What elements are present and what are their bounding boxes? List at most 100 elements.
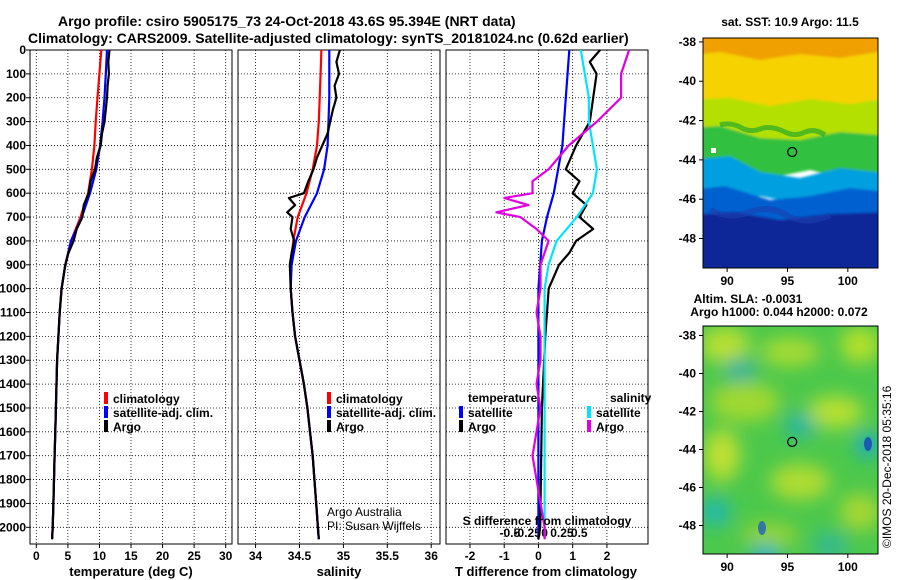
legend-swatch-argo bbox=[104, 420, 108, 432]
legend-title-temperature: temperature bbox=[468, 391, 538, 405]
legend-swatch-satellite bbox=[327, 406, 331, 418]
x-tick-label: 2 bbox=[604, 549, 611, 563]
map-y-tick-label: -40 bbox=[679, 74, 697, 88]
salinity-axis-label: salinity bbox=[317, 564, 363, 579]
depth-tick-label: 100 bbox=[6, 67, 26, 81]
map-x-tick-label: 95 bbox=[781, 560, 795, 574]
legend-label-t-argo: Argo bbox=[468, 420, 496, 434]
map-y-tick-label: -46 bbox=[679, 481, 697, 495]
map-x-tick-label: 100 bbox=[838, 560, 858, 574]
series-satellite-adj-clim- bbox=[289, 50, 331, 540]
temperature-axis-label: temperature (deg C) bbox=[69, 564, 193, 579]
map-x-tick-label: 95 bbox=[781, 274, 795, 288]
depth-tick-label: 1300 bbox=[0, 353, 26, 367]
x-tick-label: -2 bbox=[465, 549, 476, 563]
map-axes: 90 95 100 -38 -40 -42 -44 -46 -48 90 95 100 -38 -40 -4… bbox=[679, 35, 859, 574]
sst-map-frame bbox=[702, 37, 879, 269]
depth-tick-label: 700 bbox=[6, 210, 26, 224]
x-tick-label: 20 bbox=[156, 549, 170, 563]
sst-map-title: sat. SST: 10.9 Argo: 11.5 bbox=[721, 15, 859, 29]
sla-heatmap bbox=[703, 326, 878, 554]
difference-plot-frame bbox=[445, 49, 649, 545]
legend-swatch-satellite bbox=[104, 406, 108, 418]
series-argo bbox=[51, 49, 111, 540]
legend-swatch-s-argo bbox=[587, 420, 591, 432]
depth-axis: 0 100 200 300 400 500 600 700 800 900 1000 1100 1200… bbox=[0, 43, 30, 534]
depth-tick-label: 1800 bbox=[0, 473, 26, 487]
depth-tick-label: 900 bbox=[6, 258, 26, 272]
grid-layer bbox=[30, 49, 648, 544]
s-diff-tick-label: 0.25 bbox=[550, 526, 574, 540]
map-y-tick-label: -44 bbox=[679, 443, 697, 457]
map-y-tick-label: -38 bbox=[679, 35, 697, 49]
x-tick-label: 0 bbox=[33, 549, 40, 563]
legend-title-salinity: salinity bbox=[610, 391, 652, 405]
map-y-tick-label: -44 bbox=[679, 153, 697, 167]
imos-timestamp: ©IMOS 20-Dec-2018 05:35:16 bbox=[880, 385, 894, 548]
depth-tick-label: 500 bbox=[6, 162, 26, 176]
x-tick-label: -1 bbox=[499, 549, 510, 563]
depth-tick-label: 1200 bbox=[0, 329, 26, 343]
depth-tick-label: 1400 bbox=[0, 377, 26, 391]
depth-tick-label: 1900 bbox=[0, 496, 26, 510]
legend-label-s-satellite: satellite bbox=[596, 406, 641, 420]
temperature-legend: climatology satellite-adj. clim. Argo bbox=[104, 392, 213, 434]
x-tick-label: 34.5 bbox=[288, 549, 312, 563]
figure-title-line2: Climatology: CARS2009. Satellite-adjuste… bbox=[28, 30, 629, 46]
depth-tick-label: 1000 bbox=[0, 282, 26, 296]
x-tick-label: 25 bbox=[187, 549, 201, 563]
map-x-tick-label: 90 bbox=[720, 274, 734, 288]
depth-tick-label: 200 bbox=[6, 91, 26, 105]
series-s-argo bbox=[495, 49, 631, 540]
series-climatology bbox=[289, 49, 323, 540]
s-diff-tick-label: -0.5 bbox=[500, 526, 521, 540]
annotation-argo-australia: Argo Australia bbox=[327, 505, 402, 519]
sla-map-frame bbox=[702, 325, 879, 555]
x-tick-label: 30 bbox=[219, 549, 233, 563]
depth-tick-label: 1600 bbox=[0, 425, 26, 439]
legend-swatch-climatology bbox=[104, 392, 108, 404]
legend-swatch-climatology bbox=[327, 392, 331, 404]
depth-tick-label: 800 bbox=[6, 234, 26, 248]
legend-label-satellite: satellite-adj. clim. bbox=[113, 406, 213, 420]
legend-label-argo: Argo bbox=[113, 420, 141, 434]
legend-label-climatology: climatology bbox=[113, 392, 180, 406]
depth-tick-label: 1700 bbox=[0, 449, 26, 463]
map-y-tick-label: -40 bbox=[679, 367, 697, 381]
annotation-pi: PI: Susan Wijffels bbox=[327, 519, 421, 533]
map-y-tick-label: -38 bbox=[679, 329, 697, 343]
sla-title-line2: Argo h1000: 0.044 h2000: 0.072 bbox=[690, 305, 868, 319]
legend-label-s-argo: Argo bbox=[596, 420, 624, 434]
map-y-tick-label: -46 bbox=[679, 192, 697, 206]
x-tick-label: 0 bbox=[535, 549, 542, 563]
series-climatology bbox=[51, 49, 103, 540]
x-tick-label: 15 bbox=[124, 549, 138, 563]
depth-tick-label: 300 bbox=[6, 115, 26, 129]
t-difference-axis-label: T difference from climatology bbox=[455, 564, 638, 579]
x-tick-label: 35 bbox=[337, 549, 351, 563]
legend-swatch-s-satellite bbox=[587, 406, 591, 418]
sla-title-line1: Altim. SLA: -0.0031 bbox=[694, 292, 803, 306]
argo-location-marker bbox=[787, 436, 798, 447]
s-diff-tick-label: 0.5 bbox=[571, 526, 588, 540]
legend-label-argo: Argo bbox=[336, 420, 364, 434]
depth-tick-label: 0 bbox=[19, 43, 26, 57]
map-y-tick-label: -48 bbox=[679, 519, 697, 533]
map-x-tick-label: 90 bbox=[720, 560, 734, 574]
map-y-tick-label: -42 bbox=[679, 114, 697, 128]
x-tick-label: 10 bbox=[93, 549, 107, 563]
series-t-argo bbox=[537, 49, 601, 540]
map-y-tick-label: -42 bbox=[679, 405, 697, 419]
figure-title-line1: Argo profile: csiro 5905175_73 24-Oct-20… bbox=[58, 13, 516, 29]
legend-label-t-satellite: satellite bbox=[468, 406, 513, 420]
legend-swatch-t-argo bbox=[459, 420, 463, 432]
legend-swatch-argo bbox=[327, 420, 331, 432]
x-tick-label: 34 bbox=[249, 549, 263, 563]
series-t-satellite bbox=[537, 49, 571, 540]
argo-location-marker bbox=[787, 146, 798, 158]
sst-heatmap bbox=[703, 38, 878, 268]
legend-swatch-t-satellite bbox=[459, 406, 463, 418]
salinity-legend: climatology satellite-adj. clim. Argo bbox=[327, 392, 436, 434]
legend-label-climatology: climatology bbox=[336, 392, 403, 406]
map-x-tick-label: 100 bbox=[838, 274, 858, 288]
